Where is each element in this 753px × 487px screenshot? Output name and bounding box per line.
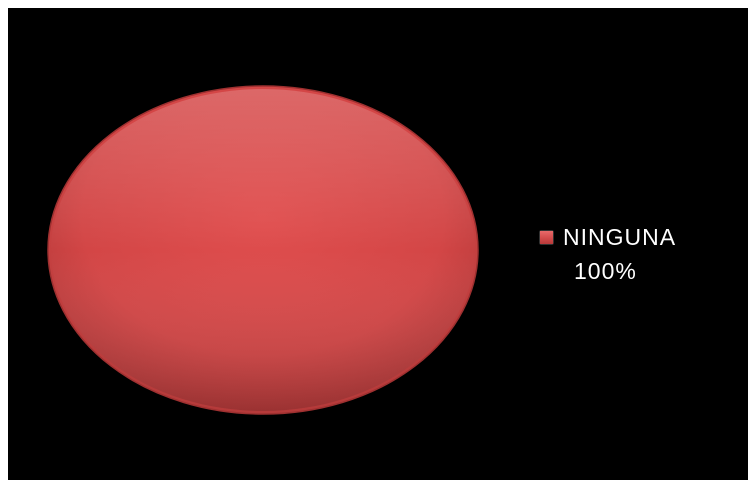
legend: NINGUNA 100% bbox=[540, 220, 676, 288]
legend-swatch bbox=[540, 230, 553, 244]
legend-label: NINGUNA bbox=[563, 224, 677, 250]
pie-slice-highlight bbox=[51, 89, 475, 411]
pie-chart bbox=[47, 85, 479, 415]
chart-area: NINGUNA 100% bbox=[8, 8, 748, 480]
legend-item: NINGUNA bbox=[540, 220, 676, 254]
legend-value: 100% bbox=[574, 258, 637, 284]
